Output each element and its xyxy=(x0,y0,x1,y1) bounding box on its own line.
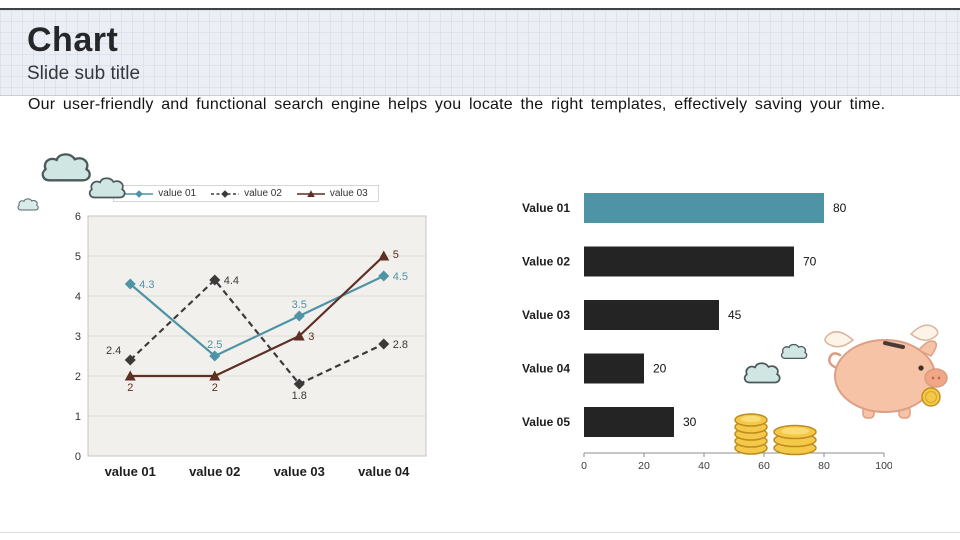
bar-value-01 xyxy=(584,193,824,223)
series-line-value-03 xyxy=(130,255,385,378)
piggy-bank-icon xyxy=(824,324,948,419)
data-label: 5 xyxy=(393,249,399,261)
bar-value-02 xyxy=(584,246,794,277)
y-tick-label: 3 xyxy=(75,331,81,343)
data-point-marker xyxy=(378,270,390,282)
data-label: 4.5 xyxy=(393,271,408,283)
data-label: 4.4 xyxy=(224,275,239,287)
data-point-marker xyxy=(378,338,390,350)
data-label: 1.8 xyxy=(292,390,307,402)
y-tick-label: 1 xyxy=(75,411,81,423)
bottom-divider xyxy=(0,532,960,533)
bar-chart-svg: Value 01 80 Value 02 70 Value 03 45 Value 04 20… xyxy=(522,193,893,472)
cloud-icon xyxy=(88,177,126,199)
data-label: 2.4 xyxy=(106,345,121,357)
legend-item: value 03 xyxy=(296,188,368,199)
data-point-marker xyxy=(293,330,305,341)
y-tick-label: 5 xyxy=(75,251,81,263)
data-point-marker xyxy=(209,370,221,381)
description-text: Our user-friendly and functional search … xyxy=(28,96,886,113)
bar-category-label: Value 02 xyxy=(522,255,570,269)
bar-value-03 xyxy=(584,300,719,330)
data-point-marker xyxy=(378,250,390,261)
data-label: 3 xyxy=(308,331,314,343)
bar-value-label: 80 xyxy=(833,201,847,215)
bar-category-label: Value 03 xyxy=(522,308,570,322)
bar-category-label: Value 05 xyxy=(522,415,570,429)
data-label: 2.5 xyxy=(207,339,222,351)
bar-value-label: 30 xyxy=(683,415,697,429)
legend-label: value 01 xyxy=(158,188,197,199)
x-tick-label: 20 xyxy=(638,460,650,472)
data-point-marker xyxy=(124,370,136,381)
bar-value-05 xyxy=(584,407,674,437)
slide-header: Chart Slide sub title xyxy=(0,8,960,96)
legend-label: value 02 xyxy=(244,188,282,199)
y-tick-label: 2 xyxy=(75,371,81,383)
bar-chart: Value 01 80 Value 02 70 Value 03 45 Value 04 20… xyxy=(512,185,893,482)
y-tick-label: 6 xyxy=(75,211,81,223)
data-point-marker xyxy=(293,310,305,322)
page-title: Chart xyxy=(27,21,119,59)
cloud-icon xyxy=(743,362,781,384)
line-chart-svg: 0 1 2 3 4 5 6 value 01 value 02 value 03 value 04 4… xyxy=(75,211,427,479)
bar-category-label: Value 04 xyxy=(522,362,570,376)
bar-value-label: 20 xyxy=(653,362,667,376)
x-category-label: value 03 xyxy=(274,464,325,479)
x-tick-label: 60 xyxy=(758,460,770,472)
data-label: 3.5 xyxy=(292,299,307,311)
slide-subtitle: Slide sub title xyxy=(27,63,141,84)
x-category-label: value 02 xyxy=(189,464,240,479)
data-label: 2.8 xyxy=(393,339,408,351)
y-tick-label: 4 xyxy=(75,291,81,303)
data-label: 2 xyxy=(127,382,133,394)
coin-stack-icon xyxy=(734,413,817,456)
line-chart: value 01 value 02 value 03 0 1 2 3 4 5 6 value 01… xyxy=(56,185,436,485)
bar-value-04 xyxy=(584,353,644,384)
legend-label: value 03 xyxy=(329,188,368,199)
data-point-marker xyxy=(124,354,136,366)
bar-category-label: Value 01 xyxy=(522,201,570,215)
data-point-marker xyxy=(293,378,305,390)
data-point-marker xyxy=(124,278,136,290)
x-tick-label: 80 xyxy=(818,460,830,472)
data-point-marker xyxy=(209,350,221,362)
bar-value-label: 70 xyxy=(803,255,817,269)
legend-marker-icon xyxy=(211,189,240,198)
legend-marker-icon xyxy=(296,189,325,197)
cloud-icon xyxy=(780,343,808,359)
chart-legend: value 01 value 02 value 03 xyxy=(113,185,379,202)
series-line-value-02 xyxy=(129,278,385,386)
legend-item: value 02 xyxy=(210,188,282,199)
data-label: 4.3 xyxy=(139,279,154,291)
x-tick-label: 40 xyxy=(698,460,710,472)
data-point-marker xyxy=(209,274,221,286)
x-tick-label: 0 xyxy=(581,460,587,472)
x-category-label: value 01 xyxy=(105,464,156,479)
x-category-label: value 04 xyxy=(358,464,410,479)
legend-item: value 01 xyxy=(124,188,196,199)
cloud-icon xyxy=(17,198,39,211)
x-tick-label: 100 xyxy=(875,460,892,472)
y-tick-label: 0 xyxy=(75,451,81,463)
data-label: 2 xyxy=(212,382,218,394)
legend-marker-icon xyxy=(125,189,154,198)
bar-value-label: 45 xyxy=(728,308,742,322)
